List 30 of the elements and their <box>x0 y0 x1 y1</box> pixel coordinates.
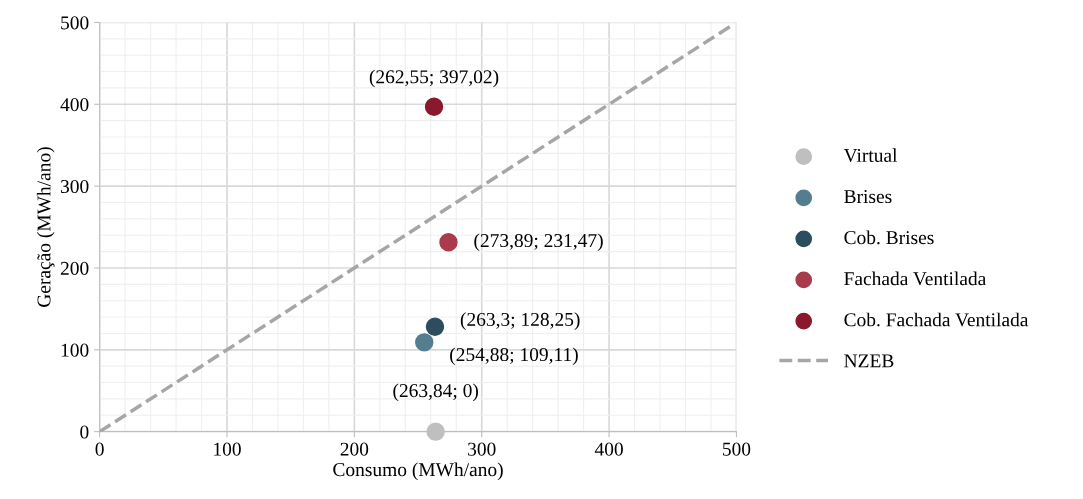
annotation: (262,55; 397,02) <box>369 69 499 88</box>
legend-label: Cob. Brises <box>844 230 934 245</box>
point <box>425 317 445 336</box>
point <box>439 233 458 252</box>
x-tick-label: 400 <box>594 442 623 456</box>
point <box>415 333 434 352</box>
y-tick-label: 100 <box>61 343 89 357</box>
y-tick-label: 0 <box>80 425 89 439</box>
y-axis-title: Geração (MWh/ano) <box>36 147 55 307</box>
point <box>424 97 444 116</box>
legend-label: Brises <box>844 190 892 204</box>
annotation: (254,88; 109,11) <box>450 347 578 366</box>
point <box>426 422 445 441</box>
legend-label: Fachada Ventilada <box>844 271 987 286</box>
x-tick-label: 100 <box>214 442 241 456</box>
x-tick-label: 200 <box>340 442 369 456</box>
annotation: (263,84; 0) <box>393 383 479 402</box>
annotation: (273,89; 231,47) <box>474 233 603 252</box>
x-tick-label: 0 <box>95 442 104 456</box>
legend-label: Virtual <box>843 148 898 163</box>
legend-label: NZEB <box>844 354 894 368</box>
y-tick-label: 500 <box>61 16 89 30</box>
x-axis-title: Consumo (MWh/ano) <box>333 462 503 481</box>
legend-label: Cob. Fachada Ventilada <box>844 312 1029 327</box>
x-tick-label: 300 <box>468 442 496 456</box>
y-tick-label: 400 <box>60 98 89 112</box>
y-tick-label: 200 <box>60 261 89 275</box>
y-tick-label: 300 <box>60 179 89 194</box>
x-tick-label: 500 <box>722 442 751 456</box>
annotation: (263,3; 128,25) <box>460 312 580 330</box>
